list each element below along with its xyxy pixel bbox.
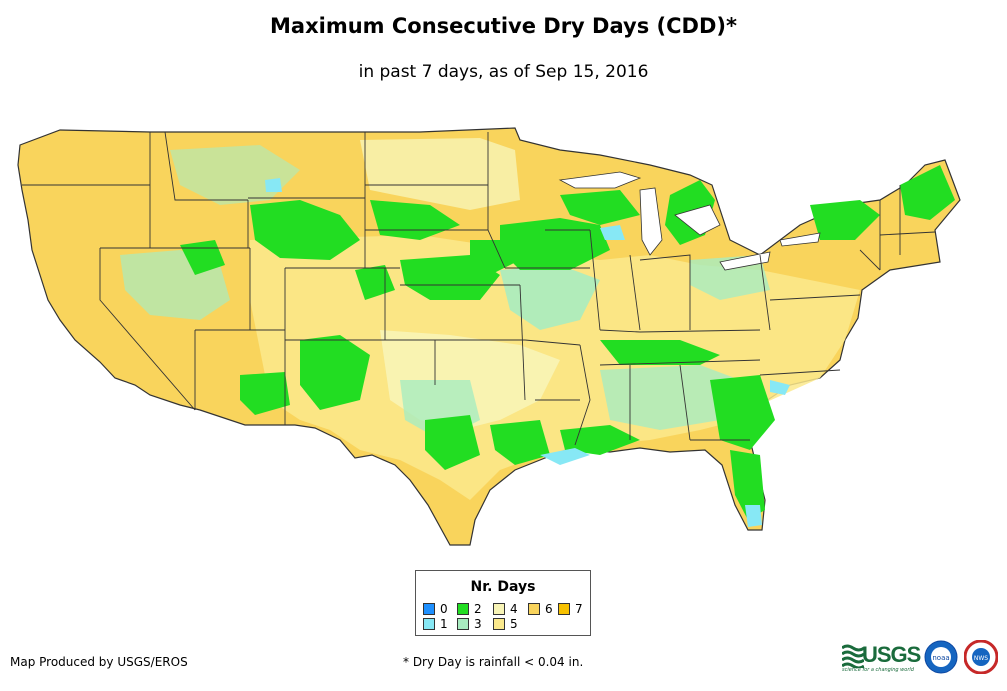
noaa-logo-icon: noaa	[924, 640, 958, 674]
dry-day-note: * Dry Day is rainfall < 0.04 in.	[403, 655, 584, 669]
legend-item-7: 7	[558, 603, 583, 615]
nws-logo-text: NWS	[974, 655, 988, 662]
usgs-wave-icon	[842, 644, 864, 668]
nws-logo-icon: NWS	[964, 640, 998, 674]
legend-item-2: 2	[457, 603, 482, 615]
legend-item-3: 3	[457, 618, 482, 630]
mint-zone-midwest	[500, 265, 600, 330]
map-title: Maximum Consecutive Dry Days (CDD)*	[270, 14, 737, 38]
legend-swatch-4	[493, 603, 505, 615]
mint-zone-ohio	[690, 255, 770, 300]
legend-item-1: 1	[423, 618, 448, 630]
usgs-logo: USGS	[862, 642, 921, 667]
legend-swatch-1	[423, 618, 435, 630]
legend-item-6: 6	[528, 603, 553, 615]
state-boundaries	[22, 131, 936, 446]
legend-item-0: 0	[423, 603, 448, 615]
agency-logos: USGS science for a changing world noaa N…	[842, 638, 1002, 678]
mint-zone-southeast	[600, 365, 740, 430]
legend-title: Nr. Days	[470, 579, 536, 595]
noaa-logo-text: noaa	[932, 654, 949, 662]
credit-text: Map Produced by USGS/EROS	[10, 655, 188, 669]
legend-swatch-3	[457, 618, 469, 630]
legend: Nr. Days 0 1 2 3 4 5 6 7	[415, 570, 591, 636]
northern-plains-pale	[360, 138, 520, 210]
legend-swatch-5	[493, 618, 505, 630]
legend-swatch-6	[528, 603, 540, 615]
legend-item-5: 5	[493, 618, 518, 630]
blue-spots	[265, 178, 790, 527]
great-lakes	[558, 171, 821, 271]
usgs-tagline: science for a changing world	[842, 667, 914, 673]
legend-swatch-7	[558, 603, 570, 615]
cdd-map	[17, 127, 961, 546]
legend-swatch-2	[457, 603, 469, 615]
map-subtitle: in past 7 days, as of Sep 15, 2016	[358, 62, 649, 82]
legend-swatch-0	[423, 603, 435, 615]
legend-item-4: 4	[493, 603, 518, 615]
